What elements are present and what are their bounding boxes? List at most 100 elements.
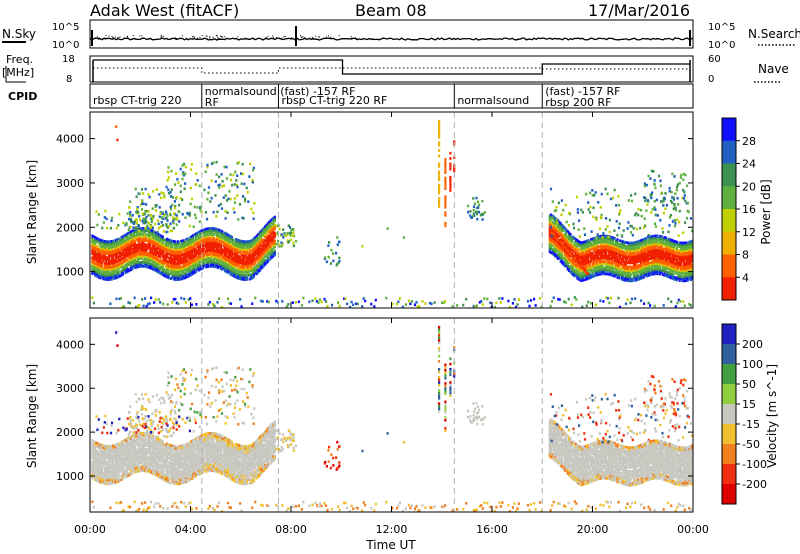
power-mark (673, 253, 676, 257)
nsearch-dot (270, 37, 272, 39)
power-mark (129, 262, 133, 265)
power-mark (259, 236, 262, 239)
power-mark (103, 216, 106, 219)
power-mark (145, 220, 148, 224)
power-mark (550, 227, 553, 231)
power-mark (128, 239, 131, 242)
power-mark (149, 266, 152, 270)
power-mark (94, 248, 97, 251)
power-mark (650, 169, 653, 173)
power-mark (554, 232, 557, 236)
power-mark (246, 246, 249, 249)
power-mark (654, 225, 658, 228)
power-mark (140, 208, 144, 211)
power-mark (230, 273, 233, 277)
power-mark (612, 236, 615, 240)
power-mark (565, 220, 568, 224)
power-mark (615, 263, 618, 267)
power-mark (617, 262, 620, 266)
power-mark (218, 250, 221, 254)
power-mark (650, 251, 654, 254)
power-mark (233, 211, 236, 214)
power-mark (559, 226, 562, 229)
power-mark (266, 236, 269, 239)
power-mark (239, 277, 242, 281)
power-mark (100, 271, 104, 274)
power-mark (259, 240, 262, 243)
power-mark (174, 272, 177, 275)
power-mark (565, 258, 568, 261)
power-mark (556, 229, 560, 232)
power-mark (134, 264, 137, 268)
power-mark (270, 226, 274, 229)
power-mark (210, 261, 213, 264)
power-mark (662, 237, 665, 241)
power-mark (237, 245, 240, 248)
power-mark (194, 262, 198, 266)
power-mark (568, 247, 571, 251)
power-mark (175, 270, 178, 273)
power-mark (644, 257, 647, 261)
power-mark (650, 243, 654, 246)
power-mark (135, 234, 138, 237)
power-mark (637, 213, 640, 217)
power-mark (188, 248, 191, 252)
power-mark (112, 251, 115, 255)
power-mark (146, 257, 149, 261)
power-mark (601, 264, 604, 268)
power-mark (124, 233, 127, 237)
power-mark (164, 255, 167, 258)
power-mark (232, 258, 235, 262)
power-mark (555, 234, 558, 237)
power-mark (273, 217, 276, 221)
power-mark (207, 191, 210, 195)
power-mark (252, 217, 255, 221)
power-mark (105, 272, 108, 275)
power-mark (143, 263, 146, 266)
power-mark (262, 234, 265, 238)
power-mark (114, 246, 117, 250)
power-mark (634, 269, 637, 272)
power-mark (653, 252, 656, 256)
power-mark (150, 259, 153, 262)
power-mark (106, 270, 109, 273)
power-mark (259, 230, 262, 233)
power-mark (186, 275, 189, 278)
power-mark (601, 272, 604, 276)
power-mark (609, 271, 612, 275)
power-mark (222, 250, 225, 254)
power-mark (563, 248, 567, 252)
power-mark (590, 266, 593, 269)
power-mark (686, 255, 689, 258)
power-mark (171, 245, 174, 249)
power-mark (652, 238, 655, 242)
power-mark (222, 264, 225, 268)
power-mark (194, 242, 198, 246)
power-mark (211, 263, 214, 266)
power-mark (612, 262, 615, 266)
power-mark (189, 269, 192, 273)
power-mark (104, 209, 107, 213)
power-mark (113, 275, 116, 278)
power-mark (218, 256, 221, 260)
power-mark (219, 247, 222, 251)
power-mark (175, 252, 178, 255)
power-mark (190, 255, 193, 258)
power-mark (630, 251, 633, 255)
power-mark (570, 246, 573, 249)
power-mark (250, 257, 253, 260)
power-mark (117, 269, 120, 273)
power-mark (157, 243, 160, 246)
power-mark (212, 247, 216, 250)
power-mark (626, 251, 629, 254)
power-mark (610, 250, 613, 253)
power-mark (652, 258, 655, 262)
power-mark (134, 187, 137, 191)
power-mark (229, 267, 232, 270)
power-mark (666, 267, 669, 270)
power-mark (592, 244, 596, 248)
power-mark (668, 258, 672, 261)
power-mark (177, 181, 180, 184)
power-mark (608, 237, 611, 240)
